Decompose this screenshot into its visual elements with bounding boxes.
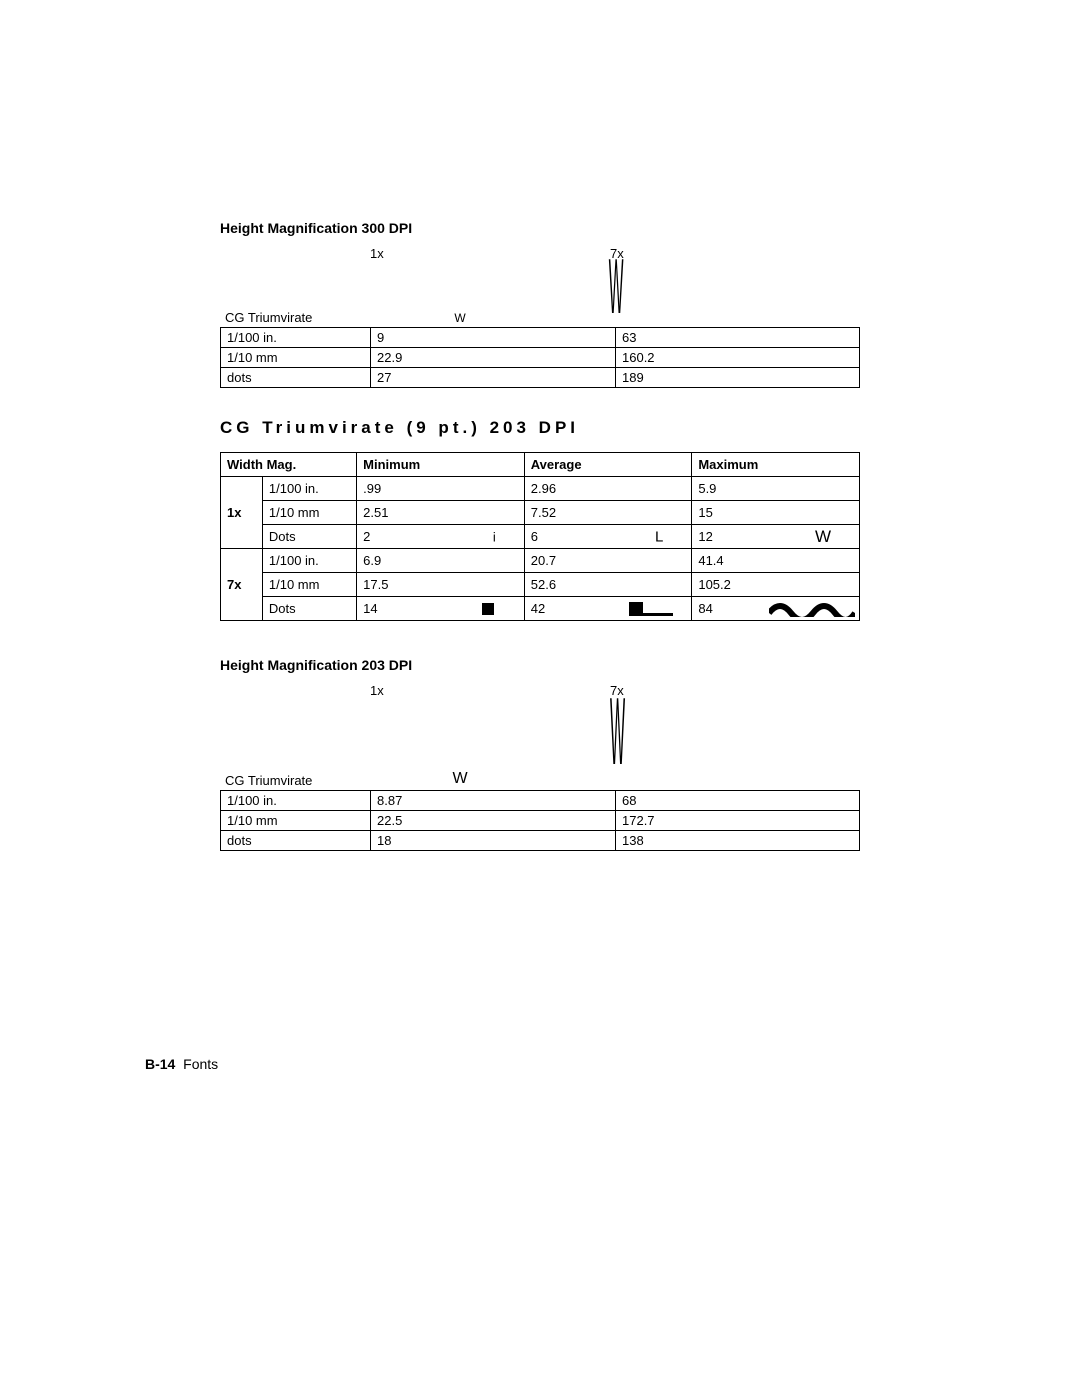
value-cell: 18: [371, 831, 616, 851]
table-row: 1x 1/100 in. .99 2.96 5.9: [221, 477, 860, 501]
unit-cell: 1/10 mm: [221, 348, 371, 368]
value-cell: 172.7: [616, 811, 860, 831]
glyph-w-tall-203: W: [610, 692, 625, 788]
table-row: Dots 14 42 84: [221, 597, 860, 621]
unit-cell: dots: [221, 831, 371, 851]
table-row: 7x 1/100 in. 6.9 20.7 41.4: [221, 549, 860, 573]
height-table-203: 1/100 in. 8.87 68 1/10 mm 22.5 172.7 dot…: [220, 790, 860, 851]
value-cell: 160.2: [616, 348, 860, 368]
value-cell: 63: [616, 328, 860, 348]
glyph-i-icon: i: [493, 529, 496, 544]
unit-cell: 1/100 in.: [221, 791, 371, 811]
value-cell: .99: [357, 477, 525, 501]
value-cell: 2.96: [524, 477, 692, 501]
mag-label: 1x: [221, 477, 263, 549]
col-widthmag: Width Mag.: [221, 453, 357, 477]
value-cell: 22.9: [371, 348, 616, 368]
value-cell: 84: [692, 597, 860, 621]
col-avg: Average: [524, 453, 692, 477]
col-1x-label: 1x: [370, 246, 610, 261]
font-name-300: CG Triumvirate: [225, 310, 370, 325]
height-table-300: 1/100 in. 9 63 1/10 mm 22.9 160.2 dots 2…: [220, 327, 860, 388]
unit-cell: Dots: [262, 525, 356, 549]
width-mag-table: Width Mag. Minimum Average Maximum 1x 1/…: [220, 452, 860, 621]
glyph-row-203: CG Triumvirate W W: [220, 702, 860, 788]
value-cell: 105.2: [692, 573, 860, 597]
mag-label: 7x: [221, 549, 263, 621]
unit-cell: 1/10 mm: [262, 501, 356, 525]
value-cell: 15: [692, 501, 860, 525]
black-l-shape-icon: [629, 602, 673, 616]
squiggle-icon: [769, 601, 855, 617]
table-row: dots 27 189: [221, 368, 860, 388]
heading-300: Height Magnification 300 DPI: [220, 220, 860, 236]
page-container: Height Magnification 300 DPI 1x 7x CG Tr…: [0, 0, 1080, 1397]
value-cell: 6.9: [357, 549, 525, 573]
page-number: B-14: [145, 1056, 175, 1072]
value-cell: 42: [524, 597, 692, 621]
col-7x-label-203: 7x: [610, 683, 850, 698]
value-cell: 2.51: [357, 501, 525, 525]
value-cell: 12W: [692, 525, 860, 549]
unit-cell: 1/100 in.: [221, 328, 371, 348]
footer-label: Fonts: [183, 1056, 218, 1072]
mag-203-header: 1x 7x: [220, 683, 860, 698]
col-min: Minimum: [357, 453, 525, 477]
glyph-row-300: CG Triumvirate W W: [220, 265, 860, 325]
unit-cell: 1/100 in.: [262, 549, 356, 573]
table-row: 1/10 mm 17.5 52.6 105.2: [221, 573, 860, 597]
table-row: dots 18 138: [221, 831, 860, 851]
glyph-w-small-203: W: [452, 770, 467, 788]
table-row: 1/100 in. 9 63: [221, 328, 860, 348]
value-cell: 27: [371, 368, 616, 388]
table-row: 1/10 mm 2.51 7.52 15: [221, 501, 860, 525]
heading-203: Height Magnification 203 DPI: [220, 657, 860, 673]
height-mag-203-block: Height Magnification 203 DPI 1x 7x CG Tr…: [220, 657, 860, 851]
col-max: Maximum: [692, 453, 860, 477]
unit-cell: 1/100 in.: [262, 477, 356, 501]
value-cell: 8.87: [371, 791, 616, 811]
mag-300-header: 1x 7x: [220, 246, 860, 261]
value-cell: 5.9: [692, 477, 860, 501]
value-cell: 6L: [524, 525, 692, 549]
unit-cell: dots: [221, 368, 371, 388]
unit-cell: Dots: [262, 597, 356, 621]
value-cell: 189: [616, 368, 860, 388]
col-7x-label: 7x: [610, 246, 850, 261]
glyph-w-small-300: W: [454, 311, 465, 325]
glyph-w-icon: W: [815, 527, 831, 547]
value-cell: 9: [371, 328, 616, 348]
value-cell: 52.6: [524, 573, 692, 597]
value-cell: 2i: [357, 525, 525, 549]
table-header-row: Width Mag. Minimum Average Maximum: [221, 453, 860, 477]
unit-cell: 1/10 mm: [262, 573, 356, 597]
value-cell: 7.52: [524, 501, 692, 525]
value-cell: 22.5: [371, 811, 616, 831]
page-footer: B-14 Fonts: [145, 1056, 218, 1072]
height-mag-300-block: Height Magnification 300 DPI 1x 7x CG Tr…: [220, 220, 860, 388]
table-row: Dots 2i 6L 12W: [221, 525, 860, 549]
value-cell: 17.5: [357, 573, 525, 597]
table-row: 1/100 in. 8.87 68: [221, 791, 860, 811]
value-cell: 20.7: [524, 549, 692, 573]
table-row: 1/10 mm 22.5 172.7: [221, 811, 860, 831]
table-row: 1/10 mm 22.9 160.2: [221, 348, 860, 368]
major-heading: CG Triumvirate (9 pt.) 203 DPI: [220, 418, 860, 438]
col-1x-label-203: 1x: [370, 683, 610, 698]
value-cell: 138: [616, 831, 860, 851]
value-cell: 68: [616, 791, 860, 811]
font-name-203: CG Triumvirate: [225, 773, 370, 788]
glyph-w-tall-300: W: [609, 247, 624, 325]
glyph-l-icon: L: [655, 528, 663, 545]
unit-cell: 1/10 mm: [221, 811, 371, 831]
value-cell: 14: [357, 597, 525, 621]
black-square-icon: [482, 603, 494, 615]
value-cell: 41.4: [692, 549, 860, 573]
